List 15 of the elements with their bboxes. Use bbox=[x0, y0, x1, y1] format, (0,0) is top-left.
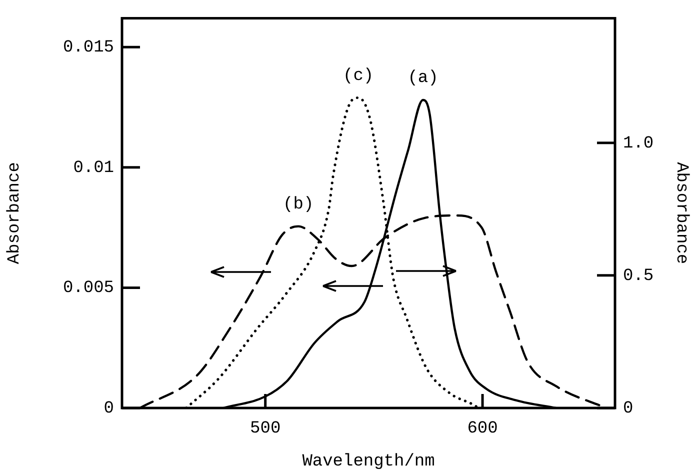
y-tick-label: 0.015 bbox=[62, 38, 114, 58]
x-tick-label: 600 bbox=[467, 420, 498, 439]
y-axis-title: Absorbance bbox=[6, 162, 25, 264]
y-tick-label: 0.01 bbox=[73, 158, 114, 178]
y2-tick-label: 0 bbox=[623, 400, 634, 418]
y-tick-label: 0 bbox=[104, 400, 114, 418]
x-tick-label: 500 bbox=[250, 420, 281, 439]
annotation: (b) bbox=[283, 195, 314, 214]
y2-tick-label: 1.0 bbox=[623, 134, 654, 154]
y2-axis-title: Absorbance bbox=[671, 162, 690, 264]
y2-tick-label: 0.5 bbox=[623, 266, 654, 286]
y-tick-label: 0.005 bbox=[62, 279, 114, 298]
x-axis-title: Wavelength/nm bbox=[302, 452, 435, 472]
annotation: (c) bbox=[342, 66, 374, 86]
annotation: (a) bbox=[408, 69, 438, 88]
